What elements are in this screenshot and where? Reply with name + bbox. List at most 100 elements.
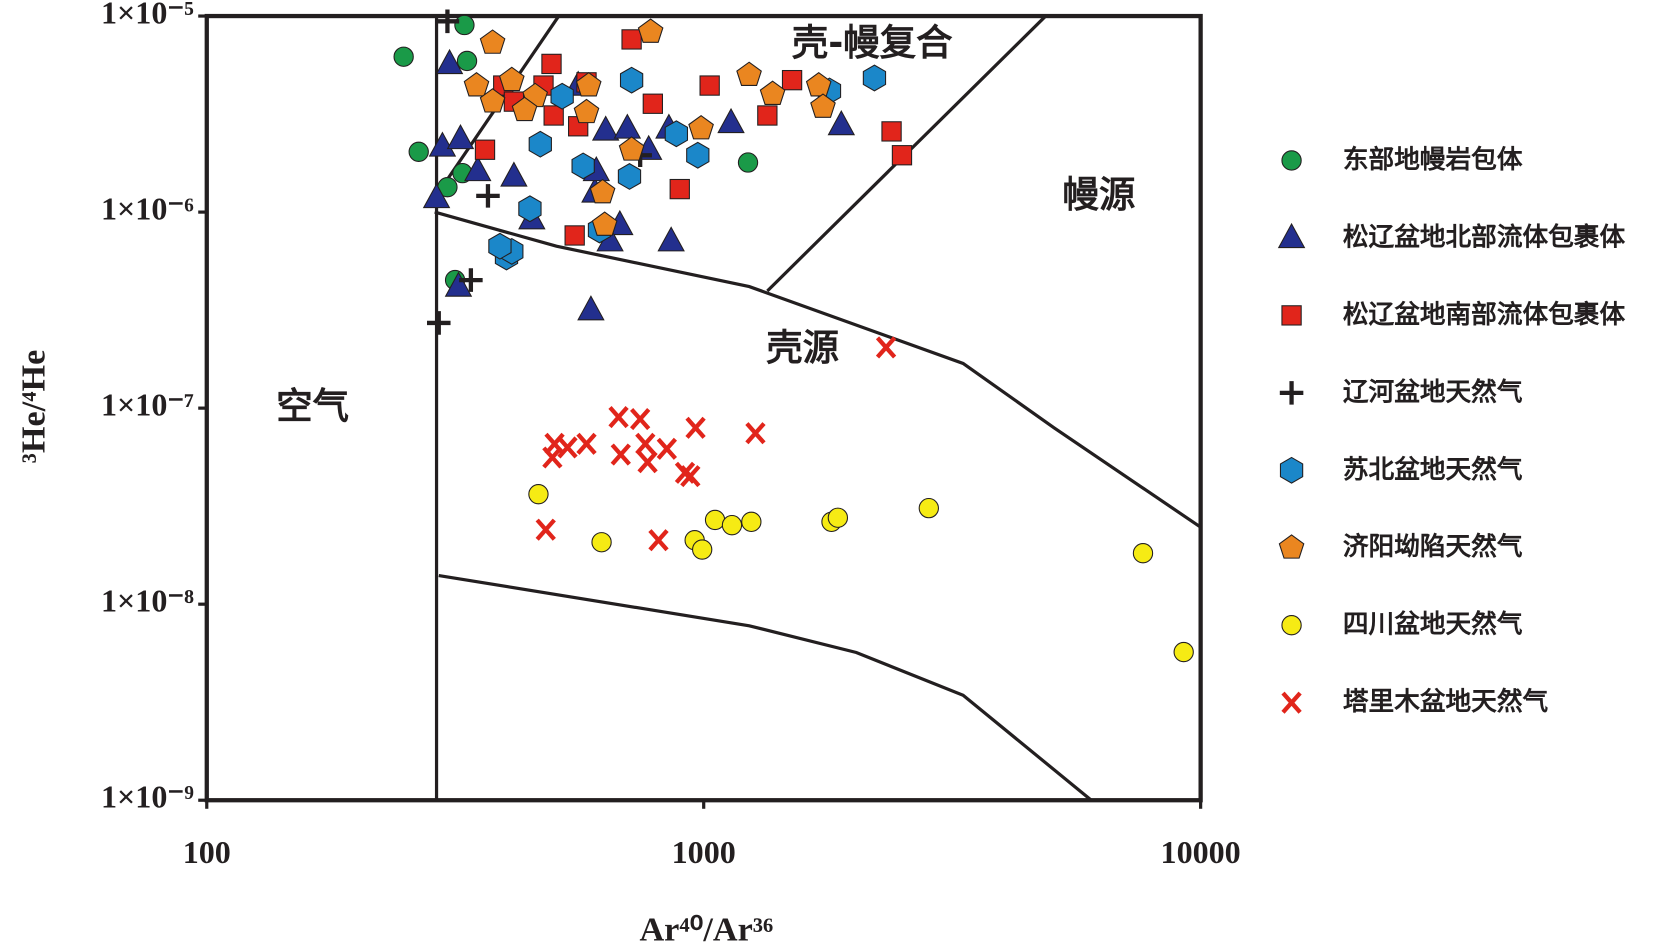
legend-label: 塔里木盆地天然气 (1343, 686, 1549, 717)
point (511, 96, 538, 122)
point (736, 61, 762, 86)
point (621, 29, 642, 50)
point (591, 115, 620, 141)
legend-label: 松辽盆地南部流体包裹体 (1343, 299, 1626, 330)
point (575, 72, 602, 97)
point (657, 226, 685, 252)
point (805, 72, 832, 97)
point (591, 532, 612, 553)
point (589, 178, 616, 204)
point (637, 18, 664, 43)
region-label: 壳源 (766, 326, 839, 369)
point (642, 93, 663, 114)
legend-label: 济阳坳陷天然气 (1343, 531, 1523, 562)
point (862, 64, 887, 92)
point (759, 80, 786, 105)
point (1132, 543, 1154, 564)
point (479, 29, 506, 54)
point (500, 161, 528, 187)
point (827, 507, 849, 528)
legend-marker (1279, 381, 1304, 405)
point (875, 336, 897, 359)
point (542, 446, 563, 469)
point (541, 53, 562, 75)
y-tick-label: 1×10⁻⁵ (101, 0, 194, 30)
x-axis-label: Ar⁴⁰/Ar³⁶ (639, 911, 773, 949)
region-label: 壳-幔复合 (792, 21, 953, 64)
y-axis-label: ³He/⁴He (15, 350, 53, 464)
point (459, 268, 483, 292)
y-tick-label: 1×10⁻⁶ (101, 190, 194, 226)
point (704, 509, 726, 531)
point (474, 139, 496, 160)
legend-marker (1281, 150, 1302, 171)
region-label: 幔源 (1063, 173, 1136, 216)
legend-marker (1279, 456, 1304, 484)
point (648, 529, 669, 552)
legend-label: 松辽盆地北部流体包裹体 (1343, 221, 1626, 252)
point (745, 422, 766, 445)
point (428, 131, 457, 157)
boundary-line (438, 573, 1093, 802)
point (498, 66, 525, 92)
point (591, 211, 618, 236)
point (686, 141, 710, 169)
point (550, 82, 574, 110)
legend-marker (1278, 534, 1305, 559)
legend-label: 辽河盆地天然气 (1343, 376, 1523, 407)
y-tick-label: 1×10⁻⁸ (101, 583, 194, 619)
point (781, 69, 803, 91)
y-tick-label: 1×10⁻⁹ (101, 779, 194, 815)
point (737, 152, 759, 173)
point (393, 46, 414, 67)
point (685, 416, 706, 439)
point (444, 271, 473, 297)
legend-marker (1277, 222, 1306, 249)
point (479, 88, 506, 113)
point (669, 178, 690, 200)
point (630, 407, 651, 431)
point (427, 311, 451, 335)
boundary-line (434, 210, 1202, 529)
y-tick-label: 1×10⁻⁷ (101, 386, 194, 422)
legend-marker (1281, 615, 1302, 636)
point (608, 406, 629, 429)
point (435, 9, 460, 34)
point (456, 50, 478, 72)
legend-label: 四川盆地天然气 (1343, 609, 1523, 640)
point (635, 432, 656, 455)
point (422, 182, 451, 209)
point (827, 110, 856, 136)
point (610, 443, 631, 466)
point (617, 162, 642, 190)
point (619, 66, 644, 94)
point (557, 436, 578, 459)
point (918, 497, 939, 519)
point (463, 72, 490, 97)
point (881, 121, 902, 142)
point (454, 14, 475, 36)
point (577, 295, 605, 321)
point (721, 514, 743, 536)
point (613, 113, 642, 139)
x-tick-label: 10000 (1161, 834, 1241, 870)
point (757, 105, 778, 126)
point (476, 184, 500, 208)
point (488, 232, 512, 260)
point (891, 145, 913, 166)
point (1173, 641, 1194, 663)
point (543, 105, 564, 126)
point (664, 120, 689, 148)
point (573, 98, 600, 124)
point (699, 75, 720, 96)
legend-label: 东部地幔岩包体 (1343, 144, 1523, 175)
x-tick-label: 1000 (672, 834, 736, 870)
point (528, 130, 552, 158)
point (810, 93, 836, 118)
legend-label: 苏北盆地天然气 (1343, 454, 1523, 485)
legend-marker (1281, 691, 1302, 714)
point (692, 539, 713, 560)
point (408, 141, 429, 162)
point (528, 484, 549, 505)
point (656, 437, 678, 460)
